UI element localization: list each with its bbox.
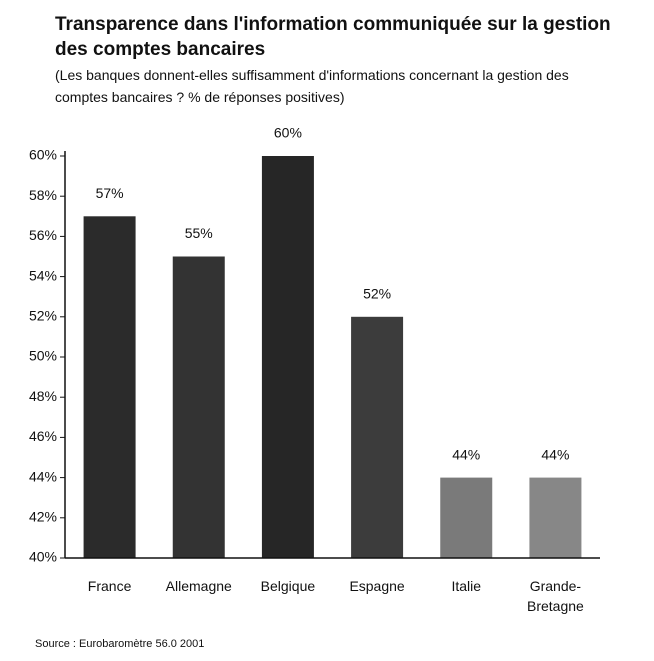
y-tick-label: 48%: [29, 388, 57, 404]
y-tick-label: 56%: [29, 227, 57, 243]
bar: [440, 477, 493, 558]
data-label: 52%: [363, 286, 391, 302]
bar: [261, 156, 314, 558]
y-tick-label: 50%: [29, 348, 57, 364]
y-tick-label: 46%: [29, 428, 57, 444]
source-note: Source : Eurobaromètre 56.0 2001: [35, 638, 205, 650]
y-tick-label: 52%: [29, 308, 57, 324]
bar: [529, 477, 582, 558]
y-tick-label: 44%: [29, 468, 57, 484]
chart-title: Transparence dans l'information communiq…: [55, 14, 611, 60]
data-label: 57%: [96, 185, 124, 201]
y-tick-label: 40%: [29, 549, 57, 565]
x-tick-label: Espagne: [349, 578, 405, 594]
bar: [83, 216, 136, 559]
data-label: 60%: [274, 125, 302, 141]
chart-subtitle: (Les banques donnent-elles suffisamment …: [55, 67, 569, 105]
x-tick-label: Italie: [451, 578, 482, 594]
x-tick-label: France: [87, 578, 132, 594]
y-tick-label: 58%: [29, 187, 57, 203]
data-label: 44%: [452, 446, 480, 462]
bar: [351, 316, 404, 558]
y-tick-label: 54%: [29, 267, 57, 283]
data-label: 55%: [185, 225, 213, 241]
x-tick-label: Allemagne: [165, 578, 232, 594]
x-tick-label: Grande-Bretagne: [526, 578, 584, 614]
y-tick-label: 60%: [29, 147, 57, 163]
data-label: 44%: [541, 446, 569, 462]
x-tick-label: Belgique: [260, 578, 316, 594]
bar: [172, 256, 225, 558]
y-tick-label: 42%: [29, 509, 57, 525]
